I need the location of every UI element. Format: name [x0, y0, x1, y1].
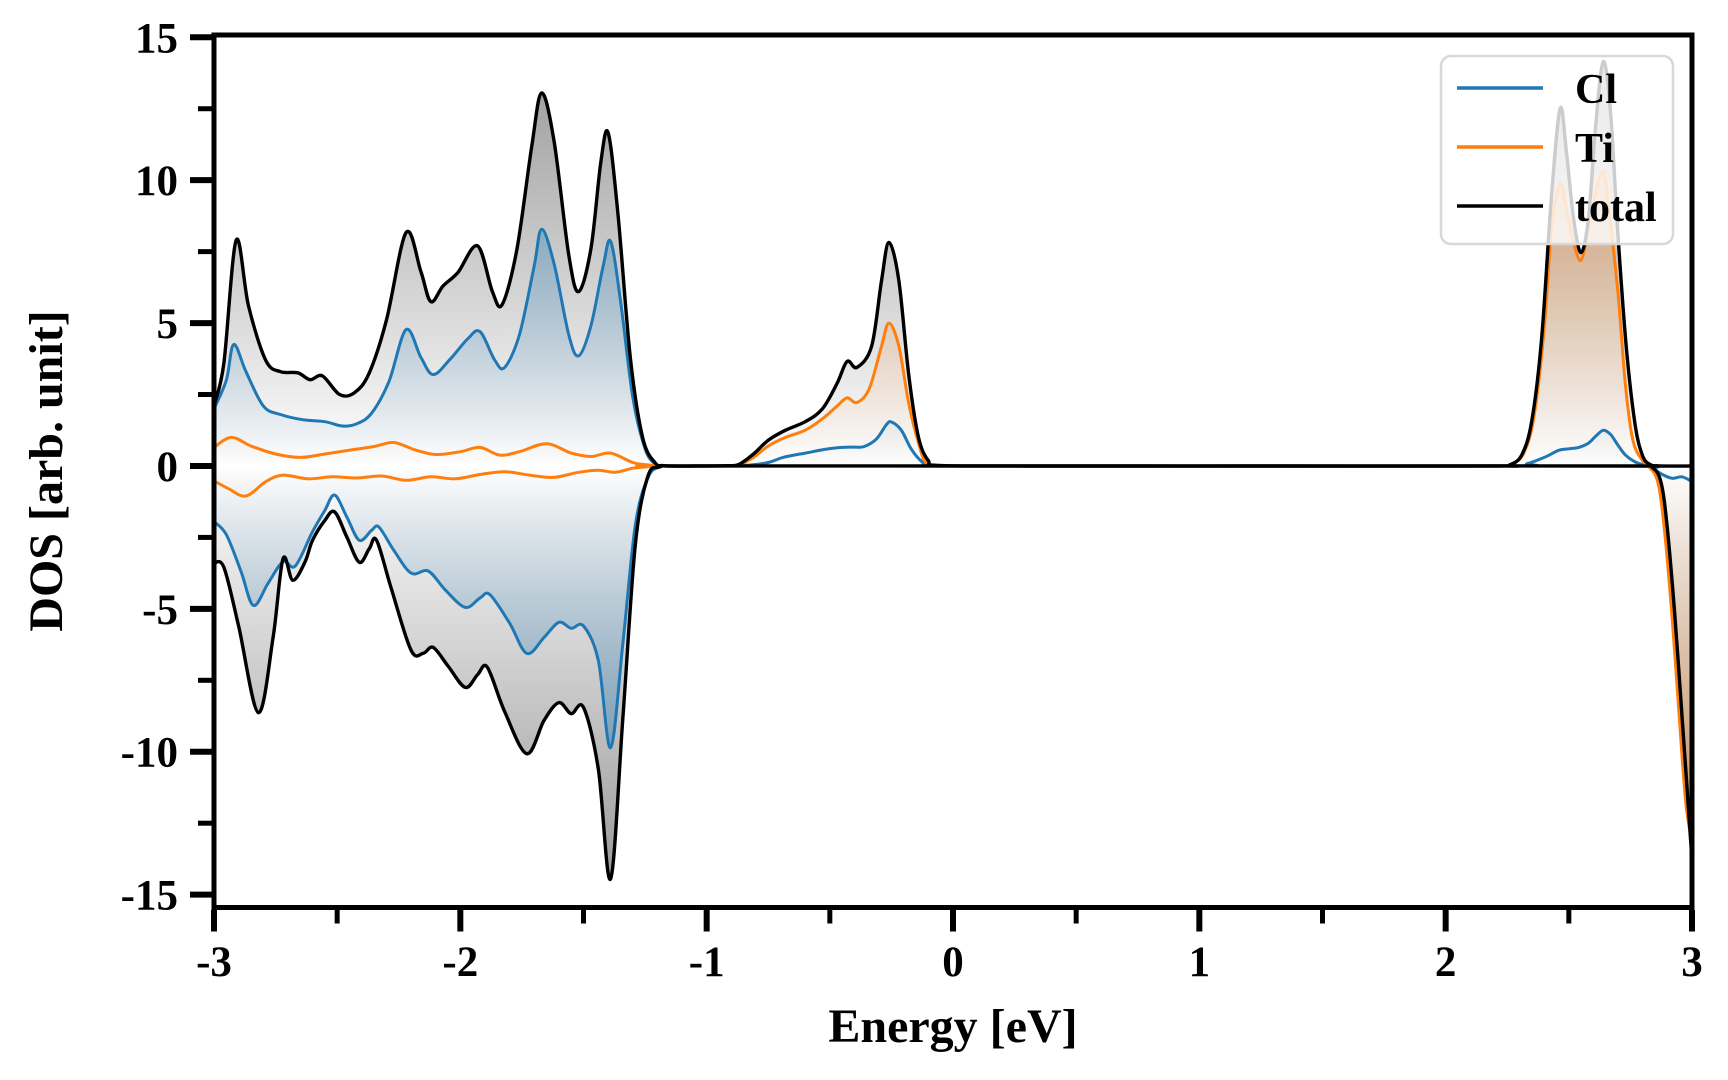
legend-label-total: total — [1575, 185, 1657, 231]
y-axis: 15 10 5 0 -5 -10 -15 — [121, 15, 212, 920]
ti-fill-up — [214, 171, 1692, 467]
plot-frame — [211, 32, 1695, 910]
ti-curve-down — [213, 464, 1694, 844]
x-tick-label: 2 — [1435, 939, 1457, 986]
x-axis-label: Energy [eV] — [828, 1000, 1077, 1053]
y-tick-label: 5 — [157, 301, 179, 348]
x-tick-label: -1 — [689, 939, 725, 986]
ti-curve-up — [213, 170, 1693, 468]
y-tick-label: -5 — [142, 587, 178, 634]
x-tick-label: 1 — [1189, 939, 1211, 986]
cl-fill-up — [214, 229, 1692, 467]
legend-label-cl: Cl — [1575, 67, 1617, 113]
dos-fill-areas — [214, 61, 1692, 880]
total-curve-down — [213, 464, 1694, 881]
y-tick-label: 15 — [135, 15, 178, 62]
cl-fill-down — [214, 465, 1692, 748]
x-tick-label: 3 — [1681, 939, 1703, 986]
y-tick-label: -10 — [121, 730, 178, 777]
y-tick-label: 10 — [135, 158, 178, 205]
x-axis: -3 -2 -1 0 1 2 3 — [196, 910, 1703, 986]
legend-box — [1439, 54, 1675, 246]
legend-label-ti: Ti — [1575, 126, 1614, 172]
y-tick-label: 0 — [157, 444, 179, 491]
x-tick-label: -2 — [442, 939, 478, 986]
x-tick-label: -3 — [196, 939, 232, 986]
y-axis-label: DOS [arb. unit] — [20, 310, 73, 631]
y-tick-label: -15 — [121, 873, 178, 920]
legend: Cl Ti total — [1439, 54, 1675, 246]
x-tick-label: 0 — [942, 939, 964, 986]
